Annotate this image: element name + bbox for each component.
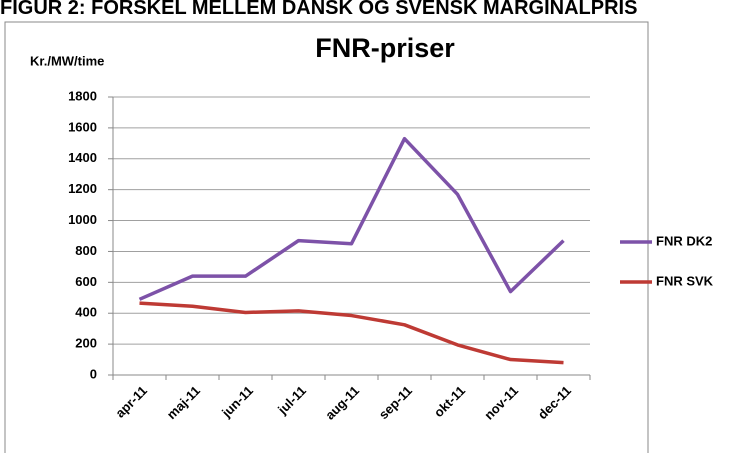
data-line	[138, 136, 565, 301]
chart-frame	[4, 21, 649, 453]
y-tick-label: 200	[75, 336, 97, 351]
y-tick-label: 0	[90, 366, 97, 381]
chart-title: FNR-priser	[315, 33, 455, 63]
y-tick-label: 1200	[68, 181, 97, 196]
y-tick-label: 600	[75, 274, 97, 289]
y-tick-label: 400	[75, 305, 97, 320]
data-line	[139, 301, 564, 365]
y-axis-label: Kr./MW/time	[30, 53, 104, 68]
y-tick-label: 1400	[68, 150, 97, 165]
legend-label: FNR DK2	[656, 233, 712, 248]
legend-label: FNR SVK	[656, 273, 714, 288]
y-tick-label: 1800	[68, 88, 97, 103]
y-tick-label: 800	[75, 243, 97, 258]
page-header: FIGUR 2: FORSKEL MELLEM DANSK OG SVENSK …	[0, 0, 637, 19]
y-tick-label: 1600	[68, 119, 97, 134]
y-tick-label: 1000	[68, 212, 97, 227]
